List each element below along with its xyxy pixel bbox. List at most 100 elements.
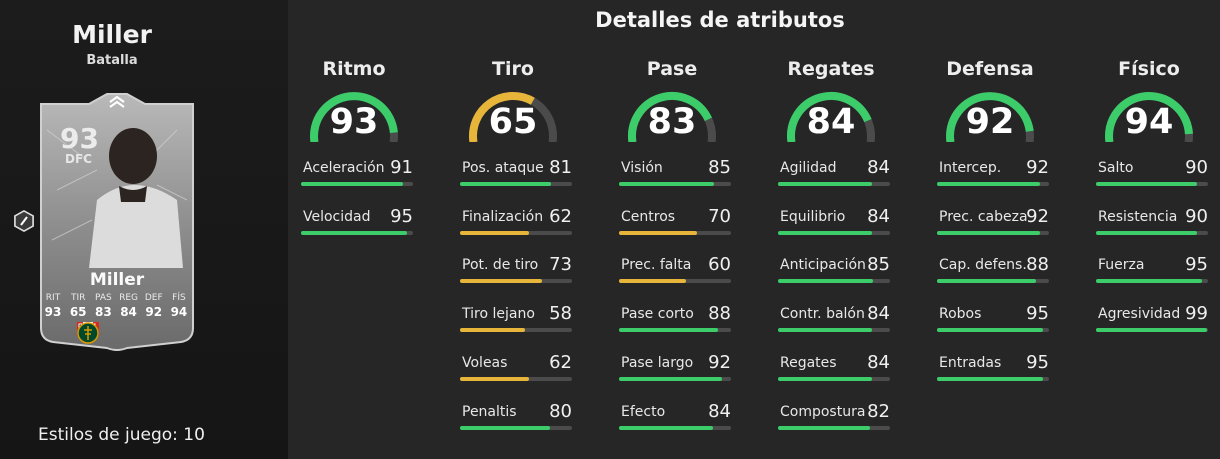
attribute-value: 88 xyxy=(708,303,731,325)
gauge-fill xyxy=(628,92,712,142)
attribute-bar xyxy=(460,182,572,186)
card-stat-label: TIR xyxy=(70,293,86,303)
attribute-bar-fill xyxy=(937,376,1044,381)
category-name: Ritmo xyxy=(322,58,386,80)
attribute-bar xyxy=(778,279,890,284)
attribute-row[interactable]: Resistencia 90 xyxy=(1096,205,1208,239)
attribute-row[interactable]: Prec. cabeza 92 xyxy=(937,205,1049,239)
card-stat-value: 93 xyxy=(44,305,62,319)
attribute-row[interactable]: Penaltis 80 xyxy=(460,401,572,434)
attribute-value: 91 xyxy=(390,157,413,178)
attribute-bar xyxy=(778,425,890,430)
attribute-row[interactable]: Equilibrio 84 xyxy=(778,206,890,239)
attribute-name: Pase corto xyxy=(621,306,694,323)
playstyles-count[interactable]: Estilos de juego: 10 xyxy=(38,425,205,445)
attribute-row[interactable]: Entradas 95 xyxy=(937,352,1049,385)
player-name-heading: Miller xyxy=(72,20,152,49)
attribute-value: 82 xyxy=(867,400,890,422)
attribute-name: Tiro lejano xyxy=(462,306,535,323)
gauge-fill xyxy=(946,92,1034,142)
category-value: 93 xyxy=(329,102,379,142)
attribute-row[interactable]: Pos. ataque 81 xyxy=(460,157,572,190)
card-stat-label: PAS xyxy=(95,293,112,303)
attribute-row[interactable]: Pase largo 92 xyxy=(619,352,731,385)
attribute-name: Entradas xyxy=(939,354,1002,371)
attribute-row[interactable]: Finalización 62 xyxy=(460,205,572,239)
attribute-row[interactable]: Regates 84 xyxy=(778,352,890,385)
attribute-bar xyxy=(937,376,1049,381)
attribute-bar-fill xyxy=(778,425,870,430)
player-panel: Miller Batalla 93 DFC Miller RIT 93 xyxy=(0,0,288,459)
attribute-row[interactable]: Agilidad 84 xyxy=(778,157,890,190)
card-stat: PAS 83 xyxy=(91,293,115,319)
attribute-row[interactable]: Efecto 84 xyxy=(619,401,731,434)
attribute-bar-fill xyxy=(619,279,687,284)
category-name: Tiro xyxy=(492,58,534,80)
attribute-bar xyxy=(778,230,890,235)
gauge-fill xyxy=(469,92,535,142)
gauge-fill xyxy=(310,92,398,142)
attribute-value: 90 xyxy=(1185,157,1208,178)
attribute-bar-fill xyxy=(619,425,714,430)
attribute-bar-fill xyxy=(937,230,1041,235)
attribute-row[interactable]: Compostura 82 xyxy=(778,400,890,434)
attribute-name: Prec. falta xyxy=(621,257,692,274)
category-gauge xyxy=(787,92,875,142)
attribute-bar xyxy=(1096,230,1208,235)
gauge-fill xyxy=(1105,92,1193,142)
category-value: 94 xyxy=(1124,102,1174,142)
attribute-row[interactable]: Visión 85 xyxy=(619,157,731,190)
attribute-row[interactable]: Salto 90 xyxy=(1096,157,1208,190)
attribute-row[interactable]: Aceleración 91 xyxy=(301,157,413,190)
card-stat-value: 92 xyxy=(145,305,163,319)
attribute-name: Agresividad xyxy=(1098,306,1181,323)
attribute-row[interactable]: Anticipación 85 xyxy=(778,254,890,287)
attribute-row[interactable]: Cap. defens. 88 xyxy=(937,254,1049,287)
attribute-row[interactable]: Centros 70 xyxy=(619,206,731,239)
attribute-bar-fill xyxy=(460,425,550,430)
attribute-row[interactable]: Voleas 62 xyxy=(460,351,572,385)
attribute-value: 62 xyxy=(549,205,572,227)
card-player-name: Miller xyxy=(89,270,145,290)
attribute-name: Velocidad xyxy=(303,208,371,225)
player-card[interactable]: 93 DFC Miller RIT 93 TIR 65 PAS 83 REG 84 DE… xyxy=(14,90,207,352)
attribute-value: 92 xyxy=(1026,205,1049,227)
portland-timbers-logo-icon xyxy=(77,322,99,344)
attribute-bar-fill xyxy=(301,182,403,186)
attribute-row[interactable]: Contr. balón 84 xyxy=(778,303,890,336)
attribute-row[interactable]: Velocidad 95 xyxy=(301,206,413,239)
attribute-bar-fill xyxy=(619,328,718,333)
attribute-bar xyxy=(460,425,572,430)
attribute-name: Pot. de tiro xyxy=(462,257,539,274)
card-stat-label: DEF xyxy=(144,293,163,303)
card-stat: RIT 93 xyxy=(41,293,65,319)
attribute-bar-fill xyxy=(460,328,525,333)
attribute-row[interactable]: Pase corto 88 xyxy=(619,303,731,336)
attribute-bar xyxy=(1096,279,1208,284)
attribute-name: Pase largo xyxy=(621,354,694,371)
card-position: DFC xyxy=(65,152,92,166)
attribute-row[interactable]: Fuerza 95 xyxy=(1096,254,1208,287)
attribute-row[interactable]: Agresividad 99 xyxy=(1096,303,1208,336)
card-stat-value: 83 xyxy=(95,305,112,319)
attribute-row[interactable]: Robos 95 xyxy=(937,303,1049,336)
attribute-value: 90 xyxy=(1185,205,1208,227)
card-stat-value: 94 xyxy=(170,305,188,319)
attribute-value: 62 xyxy=(549,351,572,373)
attribute-name: Efecto xyxy=(621,403,666,420)
attribute-row[interactable]: Tiro lejano 58 xyxy=(460,303,572,336)
attribute-name: Intercep. xyxy=(939,160,1002,176)
attribute-bar xyxy=(937,182,1049,186)
attribute-bar-fill xyxy=(460,182,551,186)
attribute-bar xyxy=(301,230,413,235)
playstyle-block-icon xyxy=(14,210,34,232)
attribute-bar-fill xyxy=(1096,279,1203,284)
attribute-row[interactable]: Prec. falta 60 xyxy=(619,254,731,287)
attribute-name: Contr. balón xyxy=(780,306,865,323)
category-gauge xyxy=(1105,92,1193,142)
attribute-bar xyxy=(1096,328,1208,333)
attribute-row[interactable]: Intercep. 92 xyxy=(937,157,1049,190)
attribute-bar xyxy=(778,376,890,381)
attribute-row[interactable]: Pot. de tiro 73 xyxy=(460,254,572,287)
attribute-bar-fill xyxy=(778,328,873,333)
